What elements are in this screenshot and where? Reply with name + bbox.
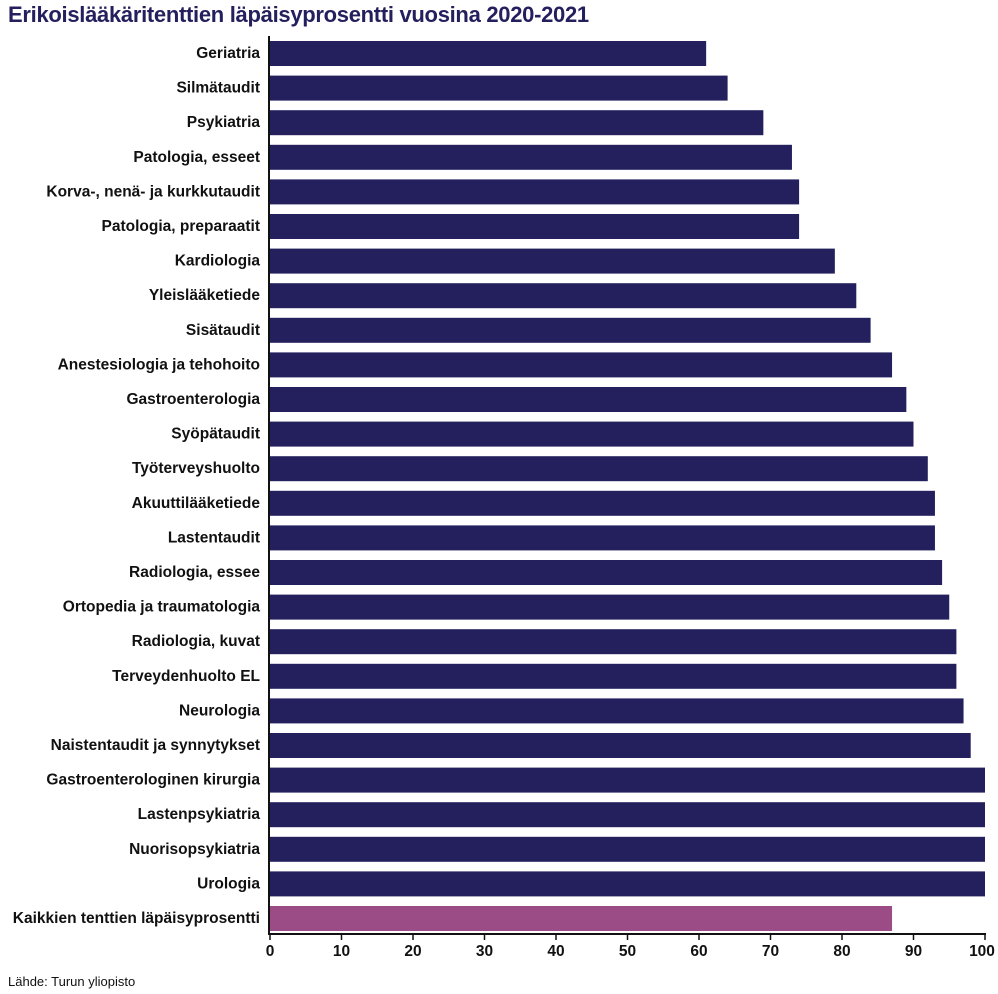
bar-terveydenhuolto-el	[270, 663, 957, 689]
category-label-yleislaaketiede: Yleislääketiede	[149, 287, 261, 304]
category-label-akuuttilaaketiede: Akuuttilääketiede	[132, 495, 261, 512]
bars-layer	[270, 41, 985, 931]
x-tick-label-20: 20	[404, 943, 421, 960]
category-label-kardiologia: Kardiologia	[175, 253, 261, 270]
category-label-gastroenterologia: Gastroenterologia	[127, 391, 261, 408]
category-label-gastroenterologinen-kirurgia: Gastroenterologinen kirurgia	[46, 772, 260, 789]
x-tick-label-70: 70	[762, 943, 779, 960]
category-label-nuorisopsykiatria: Nuorisopsykiatria	[129, 841, 260, 858]
bar-naistentaudit-ja-synnytykset	[270, 733, 971, 758]
bar-geriatria	[270, 41, 707, 66]
bar-lastentaudit	[270, 525, 935, 551]
bar-gastroenterologia	[270, 387, 907, 412]
bar-radiologia-kuvat	[270, 629, 957, 655]
category-label-tyoterveyshuolto: Työterveyshuolto	[132, 460, 260, 477]
bar-neurologia	[270, 698, 964, 724]
x-tick-label-60: 60	[690, 943, 707, 960]
category-label-lastentaudit: Lastentaudit	[168, 529, 260, 546]
category-label-sisataudit: Sisätaudit	[186, 322, 260, 339]
category-label-geriatria: Geriatria	[196, 45, 260, 62]
category-label-patologia-preparaatit: Patologia, preparaatit	[102, 218, 260, 235]
bar-yleislaaketiede	[270, 283, 857, 309]
category-labels: Geriatria Silmätaudit Psykiatria Patologia,…	[13, 45, 261, 927]
category-label-kaikkien-tenttien-lapaisyprosentti: Kaikkien tenttien läpäisyprosentti	[13, 910, 260, 927]
category-label-radiologia-kuvat: Radiologia, kuvat	[132, 633, 260, 650]
bar-gastroenterologinen-kirurgia	[270, 767, 985, 793]
category-label-psykiatria: Psykiatria	[187, 114, 261, 131]
bar-tyoterveyshuolto	[270, 456, 928, 482]
x-tick-label-90: 90	[905, 943, 922, 960]
bar-akuuttilaaketiede	[270, 490, 935, 516]
source-note: Lähde: Turun yliopisto	[8, 974, 136, 989]
x-tick-label-40: 40	[547, 943, 564, 960]
category-label-naistentaudit-ja-synnytykset: Naistentaudit ja synnytykset	[51, 737, 260, 754]
bar-radiologia-essee	[270, 560, 943, 585]
category-label-neurologia: Neurologia	[179, 702, 260, 719]
bar-silmataudit	[270, 75, 728, 101]
x-tick-label-50: 50	[619, 943, 636, 960]
x-tick-label-0: 0	[266, 943, 275, 960]
bar-patologia-preparaatit	[270, 214, 800, 239]
bar-kaikkien-tenttien-lapaisyprosentti	[270, 906, 893, 931]
x-tick-label-30: 30	[476, 943, 493, 960]
category-label-lastenpsykiatria: Lastenpsykiatria	[138, 806, 261, 823]
category-label-silmataudit: Silmätaudit	[176, 80, 260, 97]
category-label-urologia: Urologia	[197, 875, 260, 892]
category-label-patologia-esseet: Patologia, esseet	[133, 149, 260, 166]
category-label-radiologia-essee: Radiologia, essee	[129, 564, 260, 581]
bar-lastenpsykiatria	[270, 802, 985, 828]
category-label-terveydenhuolto-el: Terveydenhuolto EL	[112, 668, 260, 685]
bar-patologia-esseet	[270, 144, 792, 170]
bar-sisataudit	[270, 317, 871, 343]
bar-nuorisopsykiatria	[270, 836, 985, 862]
x-tick-label-100: 100	[969, 943, 995, 960]
category-label-korva-nena-ja-kurkkutaudit: Korva-, nenä- ja kurkkutaudit	[46, 183, 260, 200]
category-label-anestesiologia-ja-tehohoito: Anestesiologia ja tehohoito	[58, 356, 260, 373]
x-axis: 0 10 20 30 40 50 60 70 80 90 100	[266, 36, 995, 960]
bar-syopataudit	[270, 421, 914, 447]
x-tick-label-80: 80	[833, 943, 850, 960]
bar-psykiatria	[270, 110, 764, 136]
bar-kardiologia	[270, 248, 835, 274]
bar-ortopedia-ja-traumatologia	[270, 594, 950, 620]
x-tick-label-10: 10	[333, 943, 350, 960]
category-label-syopataudit: Syöpätaudit	[171, 426, 260, 443]
bar-anestesiologia-ja-tehohoito	[270, 352, 893, 378]
bar-korva-nena-ja-kurkkutaudit	[270, 179, 800, 205]
chart-title: Erikoislääkäritenttien läpäisyprosentti …	[8, 2, 589, 27]
bar-urologia	[270, 871, 985, 897]
category-label-ortopedia-ja-traumatologia: Ortopedia ja traumatologia	[63, 599, 261, 616]
